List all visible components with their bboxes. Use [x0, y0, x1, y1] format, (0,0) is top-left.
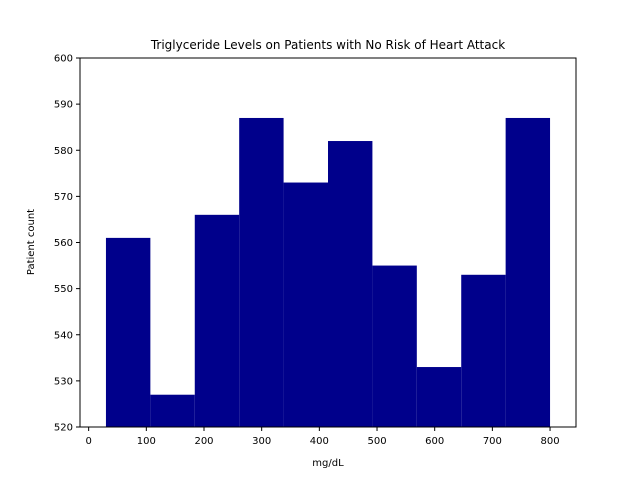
- x-tick-label: 400: [310, 436, 329, 447]
- x-tick-label: 300: [252, 436, 271, 447]
- x-tick-label: 800: [540, 436, 559, 447]
- y-tick-label: 600: [54, 54, 73, 65]
- chart-title: Triglyceride Levels on Patients with No …: [150, 38, 505, 52]
- histogram-bar: [505, 117, 551, 428]
- histogram-bar: [105, 237, 151, 427]
- bars-group: [105, 117, 551, 428]
- y-tick-label: 550: [54, 284, 73, 295]
- histogram-bar: [328, 141, 373, 427]
- x-tick-label: 700: [483, 436, 502, 447]
- histogram-bar: [239, 117, 284, 428]
- x-tick-label: 500: [367, 436, 386, 447]
- x-tick-label: 0: [85, 436, 91, 447]
- y-tick-label: 580: [54, 146, 73, 157]
- y-tick-label: 530: [54, 376, 73, 387]
- histogram-bar: [150, 394, 195, 427]
- y-axis-label: Patient count: [26, 209, 37, 275]
- y-tick-label: 590: [54, 100, 73, 111]
- x-tick-label: 600: [425, 436, 444, 447]
- y-tick-label: 560: [54, 238, 73, 249]
- y-tick-label: 520: [54, 423, 73, 434]
- histogram-bar: [372, 265, 417, 427]
- histogram-bar: [416, 367, 462, 427]
- y-axis: 520 530 540 550 560 570 580 590 600: [54, 54, 80, 434]
- histogram-bar: [283, 182, 328, 427]
- x-axis-label: mg/dL: [312, 458, 344, 469]
- histogram-bar: [194, 214, 240, 427]
- histogram-bar: [461, 274, 506, 427]
- x-tick-label: 200: [194, 436, 213, 447]
- y-tick-label: 570: [54, 192, 73, 203]
- y-tick-label: 540: [54, 330, 73, 341]
- x-tick-label: 100: [137, 436, 156, 447]
- x-axis: 0 100 200 300 400 500 600 700 800: [85, 427, 560, 447]
